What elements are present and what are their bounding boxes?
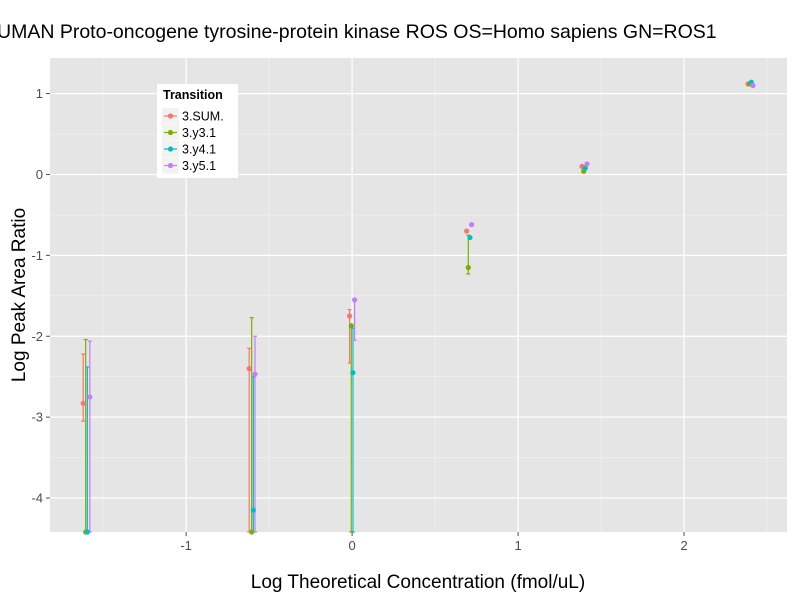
legend-label: 3.y5.1 xyxy=(182,159,216,173)
y-tick-label: -1 xyxy=(31,248,43,263)
grid-minor xyxy=(50,58,787,532)
legend-items: 3.SUM. 3.y3.1 3.y4.1 3.y5.1 xyxy=(162,108,224,174)
error-bars xyxy=(81,234,471,533)
x-axis-ticks: -1 0 1 2 xyxy=(180,532,688,553)
data-point xyxy=(80,400,86,406)
data-points xyxy=(80,79,756,535)
legend-label: 3.y4.1 xyxy=(182,143,216,157)
y-axis-ticks: -4 -3 -2 -1 0 1 xyxy=(31,86,50,506)
y-tick-label: 0 xyxy=(36,167,43,182)
data-point xyxy=(582,165,588,171)
y-tick-label: -3 xyxy=(31,410,43,425)
data-point xyxy=(87,394,93,400)
x-tick-label: 0 xyxy=(348,538,355,553)
y-tick-label: 1 xyxy=(36,86,43,101)
grid-major xyxy=(50,58,787,532)
data-point xyxy=(249,529,255,535)
data-point xyxy=(84,529,90,535)
data-point xyxy=(348,323,354,329)
x-tick-label: -1 xyxy=(180,538,192,553)
data-point xyxy=(347,313,353,319)
data-point xyxy=(465,264,471,271)
data-point xyxy=(252,371,258,377)
legend-key-point xyxy=(167,113,174,119)
y-axis-title: Log Peak Area Ratio xyxy=(9,208,30,382)
y-tick-label: -4 xyxy=(31,491,43,506)
legend-key-point xyxy=(167,162,174,169)
data-point xyxy=(350,370,356,376)
data-point xyxy=(246,366,252,372)
data-point xyxy=(464,228,470,234)
legend-title: Transition xyxy=(163,88,223,102)
legend-label: 3.y3.1 xyxy=(182,126,216,140)
data-point xyxy=(467,234,473,241)
data-point xyxy=(469,222,475,228)
data-point xyxy=(250,507,256,513)
x-axis-title: Log Theoretical Concentration (fmol/uL) xyxy=(251,572,585,593)
legend-label: 3.SUM. xyxy=(182,110,224,124)
legend-key-point xyxy=(167,129,174,136)
legend: Transition 3.SUM. 3.y3.1 3.y4.1 3.y5.1 xyxy=(157,84,238,178)
data-point xyxy=(750,82,756,89)
data-point xyxy=(351,297,358,303)
y-tick-label: -2 xyxy=(31,329,43,344)
chart-title: UMAN Proto-oncogene tyrosine-protein kin… xyxy=(0,21,717,43)
data-point xyxy=(584,161,590,167)
x-tick-label: 1 xyxy=(514,538,521,553)
x-tick-label: 2 xyxy=(680,538,687,553)
legend-key-point xyxy=(167,146,174,152)
